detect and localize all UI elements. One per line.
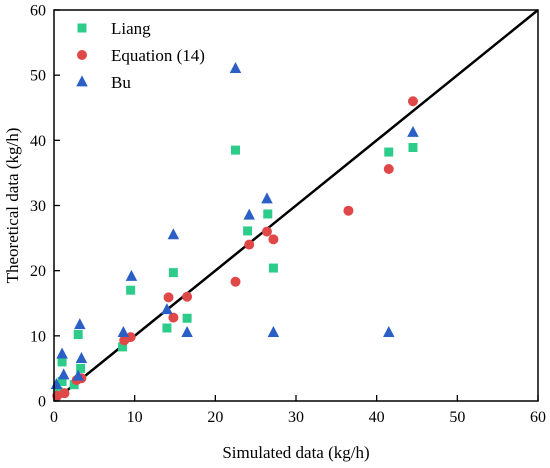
data-point-square bbox=[231, 145, 240, 155]
data-point-triangle bbox=[74, 318, 86, 330]
x-tick-label: 30 bbox=[288, 409, 304, 426]
data-point-square bbox=[76, 363, 86, 373]
data-point-circle bbox=[268, 234, 279, 245]
data-point-circle bbox=[59, 388, 70, 399]
data-point-triangle bbox=[72, 369, 84, 381]
legend-label: Liang bbox=[111, 19, 151, 38]
data-point-square bbox=[182, 313, 192, 323]
x-tick-label: 40 bbox=[369, 409, 385, 426]
data-point-triangle bbox=[229, 62, 242, 74]
data-point-circle bbox=[182, 291, 193, 302]
x-tick-label: 0 bbox=[50, 409, 58, 426]
y-tick-label: 20 bbox=[30, 263, 46, 280]
y-tick-label: 30 bbox=[30, 198, 46, 215]
data-point-square bbox=[168, 268, 178, 278]
legend-item: Liang bbox=[77, 19, 151, 38]
data-point-triangle bbox=[56, 347, 68, 359]
x-tick-label: 50 bbox=[449, 409, 465, 426]
data-point-triangle bbox=[243, 208, 255, 220]
data-point-circle bbox=[125, 332, 136, 343]
data-point-square bbox=[263, 209, 273, 219]
data-point-circle bbox=[168, 312, 179, 323]
data-point-circle bbox=[383, 164, 394, 175]
data-point-circle bbox=[407, 96, 418, 107]
data-point-triangle bbox=[407, 125, 419, 137]
data-point-square bbox=[57, 357, 67, 367]
legend-label: Bu bbox=[111, 73, 131, 92]
data-point-circle bbox=[244, 239, 255, 250]
data-point-triangle bbox=[261, 192, 273, 204]
y-tick-label: 40 bbox=[30, 133, 46, 150]
data-point-square bbox=[384, 147, 394, 157]
y-tick-label: 60 bbox=[30, 3, 46, 20]
y-axis: 0 10 20 30 40 50 60 bbox=[30, 3, 60, 411]
data-point-square bbox=[268, 263, 278, 273]
x-axis: 0 10 20 30 40 50 60 bbox=[50, 395, 546, 426]
data-point-circle bbox=[230, 276, 241, 287]
data-point-triangle bbox=[383, 325, 395, 337]
series-triangle bbox=[50, 62, 419, 390]
legend-marker-square bbox=[77, 23, 87, 33]
plot-area bbox=[50, 9, 539, 402]
x-tick-label: 60 bbox=[530, 409, 546, 426]
y-tick-label: 50 bbox=[30, 68, 46, 85]
data-point-square bbox=[69, 380, 79, 390]
y-tick-label: 10 bbox=[30, 328, 46, 345]
data-point-square bbox=[73, 330, 83, 340]
series-circle bbox=[52, 96, 418, 401]
data-point-square bbox=[126, 285, 136, 295]
data-point-triangle bbox=[117, 325, 130, 337]
data-point-triangle bbox=[167, 228, 180, 240]
data-point-circle bbox=[261, 226, 272, 237]
data-point-triangle bbox=[181, 325, 193, 337]
x-axis-title: Simulated data (kg/h) bbox=[222, 443, 369, 462]
legend-label: Equation (14) bbox=[111, 46, 205, 65]
data-point-square bbox=[243, 226, 253, 236]
data-point-square bbox=[118, 342, 128, 352]
x-tick-label: 20 bbox=[207, 409, 223, 426]
data-point-triangle bbox=[57, 368, 70, 380]
data-point-square bbox=[162, 323, 172, 333]
y-tick-label: 0 bbox=[38, 394, 46, 411]
legend-marker-triangle bbox=[76, 75, 88, 87]
data-point-triangle bbox=[267, 325, 280, 337]
y-axis-title: Theoretical data (kg/h) bbox=[3, 128, 22, 284]
legend-item: Equation (14) bbox=[77, 46, 205, 65]
data-point-square bbox=[408, 143, 418, 153]
legend-marker-circle bbox=[77, 50, 87, 60]
legend-item: Bu bbox=[76, 73, 131, 92]
data-point-triangle bbox=[75, 352, 88, 364]
legend: Liang Equation (14) Bu bbox=[76, 19, 205, 92]
data-point-square bbox=[57, 376, 67, 386]
data-point-triangle bbox=[161, 303, 173, 315]
data-point-circle bbox=[343, 205, 354, 216]
x-tick-label: 10 bbox=[127, 409, 143, 426]
data-point-triangle bbox=[125, 269, 138, 281]
data-point-circle bbox=[163, 292, 174, 303]
